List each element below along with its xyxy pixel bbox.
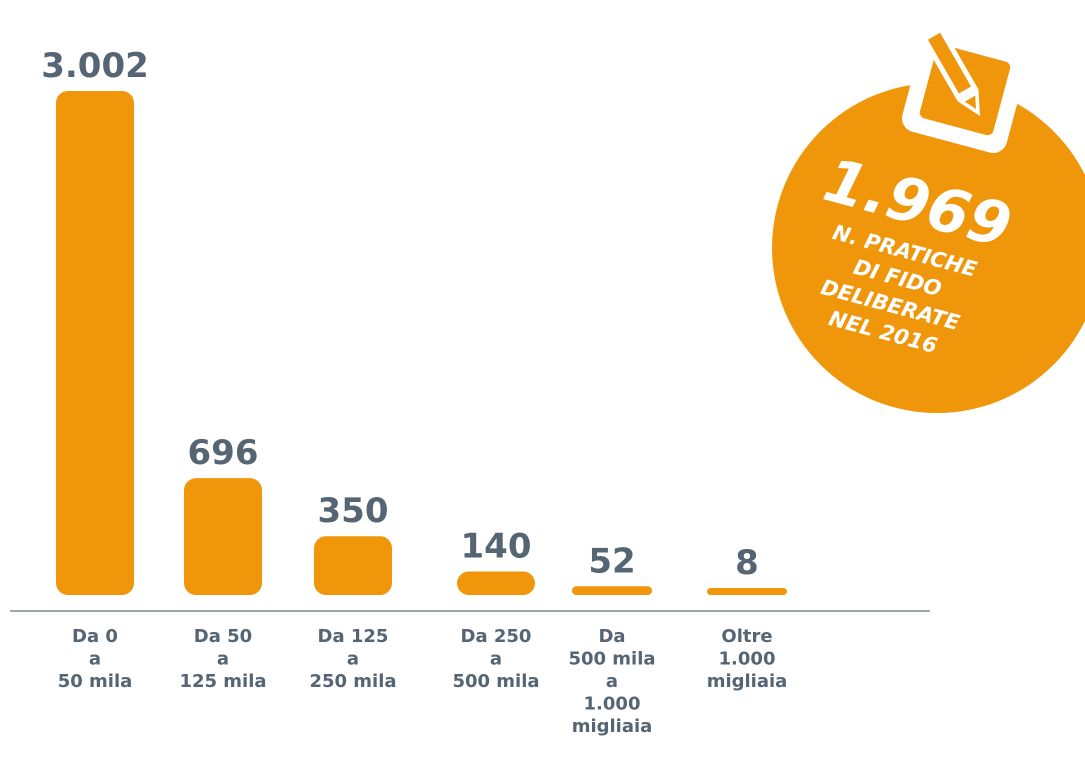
pencil-shape bbox=[920, 25, 980, 116]
value-label-1: 696 bbox=[188, 433, 259, 473]
category-label-3: Da 250 a 500 mila bbox=[452, 626, 539, 692]
value-label-2: 350 bbox=[318, 491, 389, 531]
category-label-line: a bbox=[217, 649, 229, 670]
category-label-line: 250 mila bbox=[309, 671, 396, 692]
bar-4 bbox=[572, 586, 652, 595]
category-label-line: 50 mila bbox=[58, 671, 133, 692]
category-label-line: 1.000 bbox=[584, 694, 641, 715]
category-label-1: Da 50 a 125 mila bbox=[179, 626, 266, 692]
category-label-line: a bbox=[347, 649, 359, 670]
category-label-line: 1.000 bbox=[719, 649, 776, 670]
bar-2 bbox=[314, 536, 392, 595]
bars-group bbox=[56, 91, 787, 595]
category-label-line: migliaia bbox=[572, 716, 653, 737]
category-label-line: Da 50 bbox=[194, 626, 252, 647]
category-label-line: Da 250 bbox=[461, 626, 532, 647]
value-label-4: 52 bbox=[588, 541, 635, 581]
bar-1 bbox=[184, 478, 262, 595]
category-label-line: a bbox=[606, 671, 618, 692]
category-label-4: Da 500 mila a 1.000 migliaia bbox=[568, 626, 655, 737]
category-label-line: 500 mila bbox=[568, 649, 655, 670]
category-label-line: 500 mila bbox=[452, 671, 539, 692]
bar-3 bbox=[457, 571, 535, 595]
category-label-5: Oltre 1.000 migliaia bbox=[707, 626, 788, 692]
value-label-5: 8 bbox=[735, 543, 759, 583]
category-label-line: Da 0 bbox=[72, 626, 118, 647]
category-label-line: a bbox=[490, 649, 502, 670]
value-label-0: 3.002 bbox=[41, 46, 149, 86]
category-label-line: 125 mila bbox=[179, 671, 266, 692]
pencil-edit-icon bbox=[902, 25, 1028, 153]
bar-5 bbox=[707, 588, 787, 595]
value-labels-group: 3.002 696 350 140 52 8 bbox=[41, 46, 759, 583]
category-label-line: Da 125 bbox=[318, 626, 389, 647]
value-label-3: 140 bbox=[461, 526, 532, 566]
category-label-2: Da 125 a 250 mila bbox=[309, 626, 396, 692]
category-label-0: Da 0 a 50 mila bbox=[58, 626, 133, 692]
bar-0 bbox=[56, 91, 134, 595]
summary-badge: 1.969 N. PRATICHE DI FIDO DELIBERATE NEL… bbox=[772, 25, 1085, 413]
badge-circle bbox=[772, 83, 1085, 413]
category-label-line: Oltre bbox=[721, 626, 772, 647]
category-label-line: a bbox=[89, 649, 101, 670]
category-label-line: migliaia bbox=[707, 671, 788, 692]
category-label-line: Da bbox=[598, 626, 625, 647]
